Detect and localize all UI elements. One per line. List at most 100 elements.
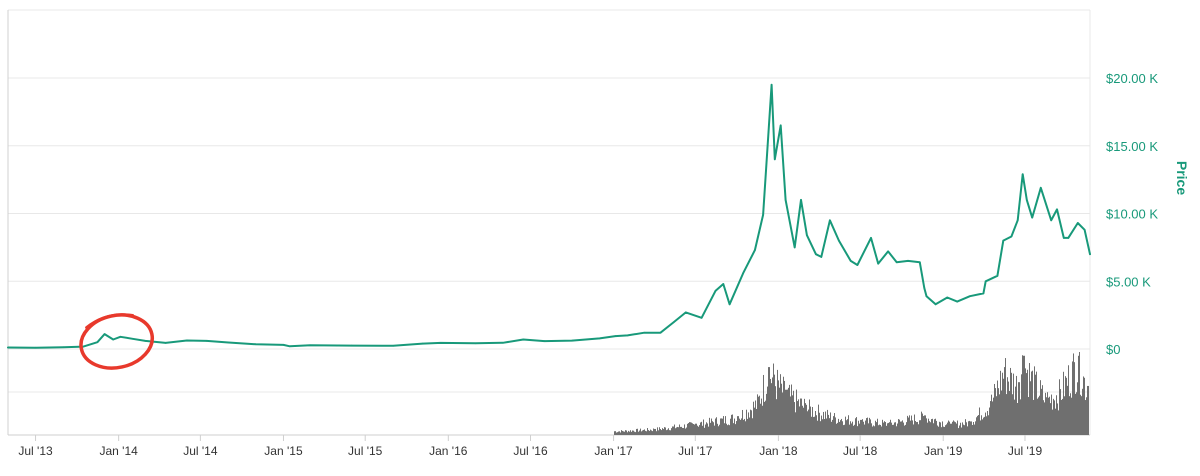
volume-bar (868, 423, 869, 435)
volume-bar (657, 427, 658, 435)
volume-bar (1016, 375, 1017, 435)
volume-bar (911, 415, 912, 435)
volume-bar (652, 431, 653, 435)
volume-bar (812, 407, 813, 435)
volume-bar (688, 423, 689, 435)
volume-bar (697, 425, 698, 435)
volume-bar (850, 421, 851, 435)
price-series (7, 83, 1091, 349)
price-point (474, 342, 477, 345)
volume-bar (876, 422, 877, 435)
volume-bar (661, 430, 662, 435)
volume-bar (813, 417, 814, 435)
volume-bar (641, 431, 642, 435)
volume-bar (751, 410, 752, 435)
x-tick-label: Jul '17 (678, 444, 713, 458)
volume-bar (672, 426, 673, 435)
price-point (1050, 219, 1052, 222)
volume-bar (670, 430, 671, 435)
volume-bar (629, 431, 630, 435)
volume-bar (1082, 388, 1083, 435)
volume-bar (910, 420, 911, 435)
volume-bar (671, 428, 672, 435)
volume-bar-peak (654, 428, 656, 435)
volume-bar (725, 416, 726, 435)
volume-bar (982, 419, 983, 435)
volume-bar (923, 416, 924, 435)
price-point (895, 261, 898, 264)
price-point (1089, 253, 1091, 255)
volume-bar-peak (1004, 367, 1006, 435)
volume-bar (928, 418, 929, 435)
volume-bar (653, 428, 654, 435)
volume-bar (626, 430, 627, 435)
volume-bar (978, 415, 979, 435)
price-point (996, 275, 999, 277)
volume-bar (797, 401, 798, 435)
volume-bar (775, 386, 776, 435)
y-tick-label: $0 (1106, 342, 1120, 357)
volume-bar (770, 378, 771, 435)
volume-bar-peak (773, 374, 775, 435)
volume-bar (933, 423, 934, 435)
volume-bar (1064, 396, 1065, 435)
volume-bar (1029, 363, 1030, 435)
volume-bar (663, 429, 664, 435)
volume-bar-peak (785, 389, 787, 435)
x-tick-label: Jul '16 (513, 444, 548, 458)
volume-bar (919, 420, 920, 435)
volume-bar (617, 432, 618, 435)
volume-bar (873, 425, 874, 435)
volume-bar-peak (1031, 374, 1033, 435)
volume-bar (1056, 395, 1057, 435)
volume-bar (870, 419, 871, 435)
volume-bar (723, 416, 724, 435)
volume-bar (803, 407, 804, 435)
volume-bar (1003, 378, 1004, 435)
volume-bar (625, 430, 626, 435)
volume-bar-peak (970, 421, 972, 435)
volume-bar (749, 417, 750, 435)
volume-bar (940, 422, 941, 435)
volume-bar (1036, 371, 1037, 435)
volume-bar (849, 424, 850, 435)
volume-bar (938, 426, 939, 435)
price-point (1083, 229, 1086, 231)
price-point (421, 342, 424, 345)
volume-bar (872, 426, 873, 435)
volume-bar (698, 426, 699, 435)
volume-bar (616, 432, 617, 435)
volume-bar (656, 431, 657, 435)
volume-bar (1009, 390, 1010, 435)
y-tick-label: $10.00 K (1106, 207, 1158, 222)
price-point (598, 337, 601, 340)
volume-bar (945, 425, 946, 435)
price-point (762, 214, 764, 216)
volume-bar (639, 430, 640, 435)
volume-bar (1063, 371, 1064, 435)
price-point (849, 260, 852, 262)
volume-bar (721, 418, 722, 435)
price-point (982, 292, 985, 295)
volume-bar (712, 421, 713, 435)
volume-bar (847, 419, 848, 435)
volume-bar (731, 414, 732, 435)
volume-bar (976, 417, 977, 435)
volume-bar (766, 393, 767, 435)
volume-bar (1008, 381, 1009, 435)
volume-bar (1034, 366, 1035, 435)
volume-bar (867, 417, 868, 435)
volume-bar (874, 426, 875, 435)
y-axis-title: Price (1174, 161, 1190, 195)
volume-bar (931, 419, 932, 435)
volume-bar (921, 411, 922, 435)
x-tick-label: Jul '18 (843, 444, 878, 458)
volume-bar (885, 422, 886, 435)
volume-bar (975, 421, 976, 435)
volume-bar (621, 430, 622, 435)
volume-bar (892, 424, 893, 435)
volume-bar (1048, 397, 1049, 435)
volume-bar (762, 405, 763, 435)
volume-bar (905, 424, 906, 435)
volume-bar (841, 418, 842, 435)
